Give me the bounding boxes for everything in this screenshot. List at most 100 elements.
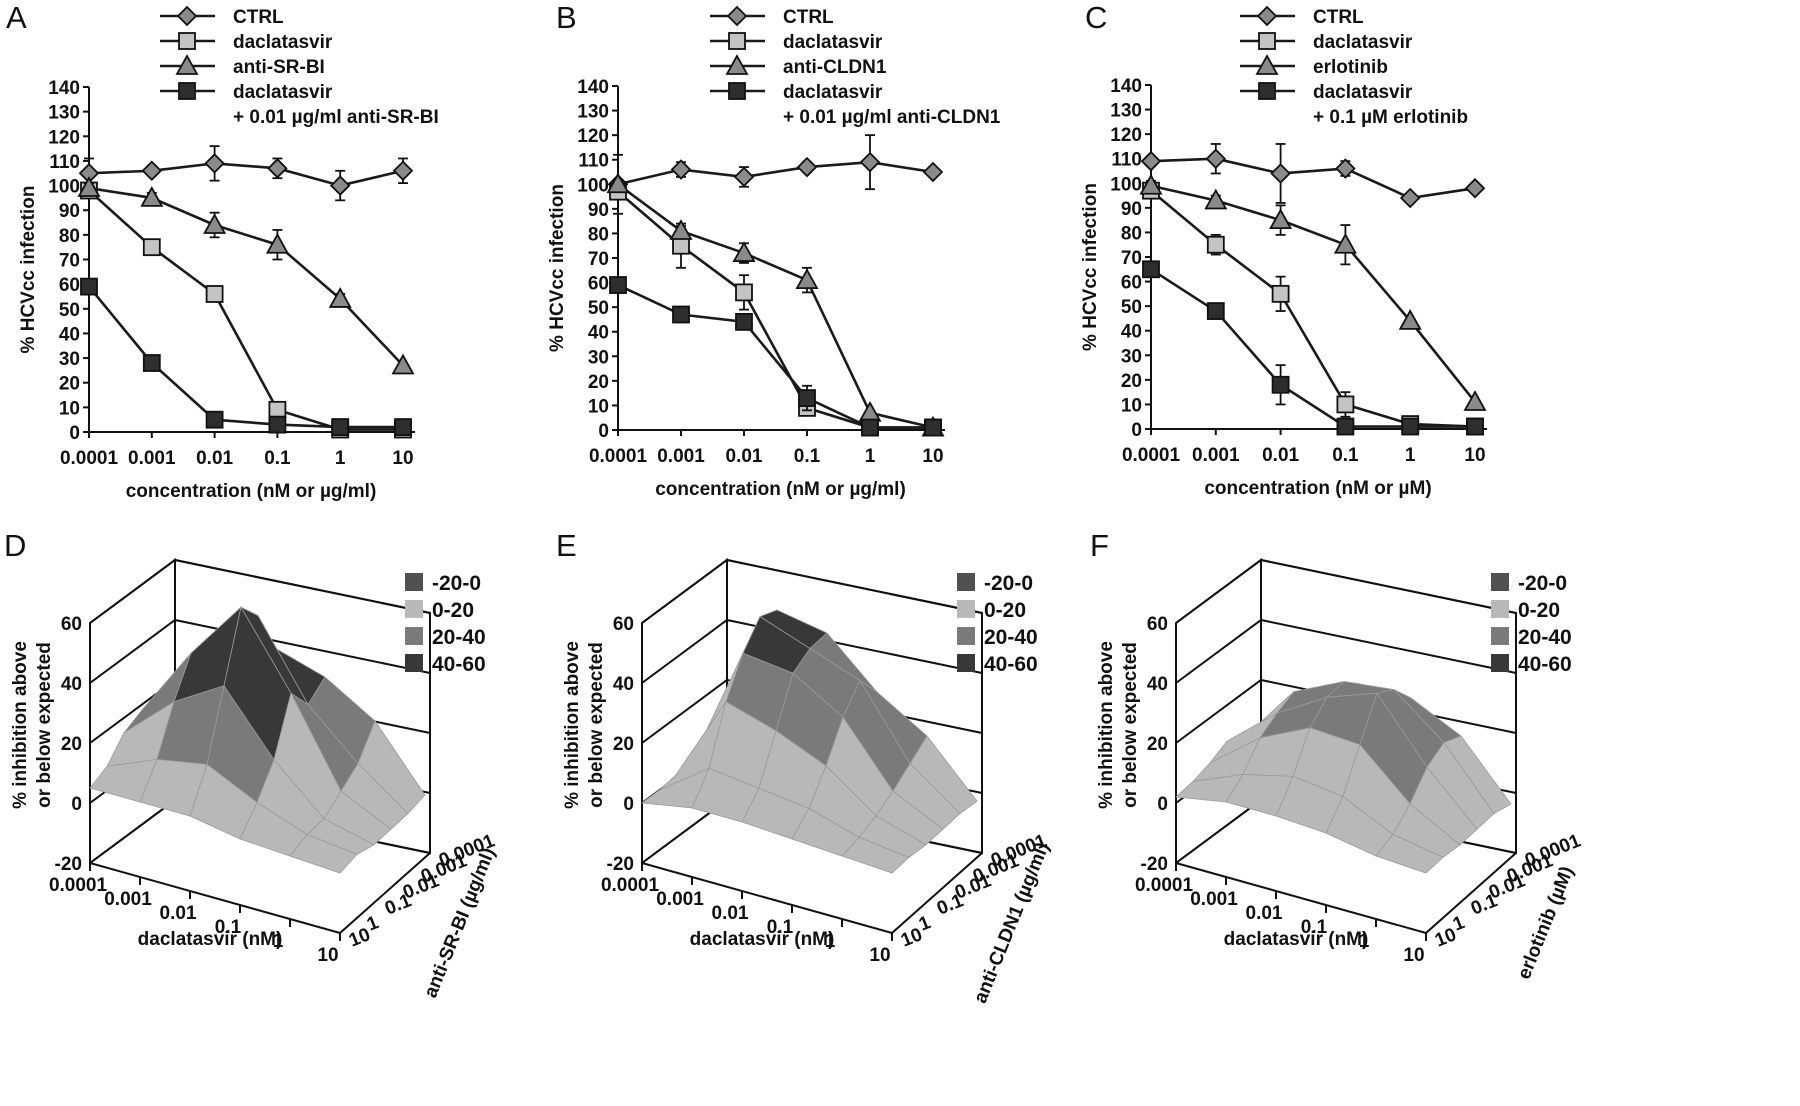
y-tick-label: 60: [588, 274, 609, 295]
series-2: [77, 176, 415, 375]
z-tick-label: -20: [1141, 854, 1168, 875]
legend-label: 40-60: [432, 653, 486, 676]
square-marker: [735, 283, 753, 302]
series-line: [617, 160, 934, 186]
square-marker: [609, 276, 627, 294]
panel-c: C01020304050607080901001101201301400.000…: [1080, 0, 1487, 499]
x-tick-label: 0.0001: [601, 875, 660, 896]
y-tick-label: 40: [588, 323, 609, 344]
square-marker: [1142, 260, 1160, 279]
legend-swatch: [1491, 654, 1509, 672]
square-marker: [394, 418, 412, 436]
x-tick-label: 0.01: [196, 448, 233, 469]
x-tick-label: 0.01: [160, 903, 197, 924]
z-tick-label: 40: [613, 674, 634, 695]
x-axis-label: daclatasvir (nM): [138, 929, 283, 950]
triangle-marker: [203, 213, 227, 234]
legend-label: -20-0: [432, 572, 481, 595]
y-tick-label: 60: [59, 275, 80, 296]
square-marker: [1336, 395, 1355, 414]
x-tick-label: 0.0001: [60, 448, 119, 469]
x-tick-label: 10: [1464, 445, 1485, 466]
legend-swatch: [957, 627, 975, 645]
legend-label: CTRL: [233, 7, 284, 28]
triangle-marker: [606, 172, 630, 194]
y-tick-label: 30: [1121, 346, 1142, 367]
series-1: [80, 181, 412, 439]
legend-label: erlotinib: [1313, 57, 1388, 78]
x-tick-label: 0.1: [215, 917, 242, 938]
x-tick-label: 0.001: [657, 446, 705, 467]
legend-swatch: [957, 600, 975, 618]
legend-label: + 0.01 µg/ml anti-SR-BI: [233, 107, 439, 128]
y-tick-label: 100: [577, 175, 609, 196]
y-tick-label: 0: [1131, 420, 1142, 441]
square-marker: [205, 410, 224, 429]
legend-label: 0-20: [984, 599, 1026, 622]
legend-label: -20-0: [1518, 572, 1567, 595]
y-tick-label: 0: [69, 423, 80, 444]
y-tick-label: 50: [1121, 297, 1142, 318]
triangle-marker: [1398, 309, 1422, 330]
square-marker: [861, 418, 879, 437]
series-2: [1139, 173, 1487, 411]
legend-label: anti-SR-BI: [233, 57, 325, 78]
y-tick-label: 20: [1121, 371, 1142, 392]
triangle-marker: [1269, 208, 1293, 230]
y-axis-label: % HCVcc infection: [18, 186, 39, 354]
triangle-marker: [725, 54, 749, 75]
diamond-marker: [204, 153, 225, 174]
panel-letter: C: [1085, 0, 1107, 35]
legend-swatch: [405, 573, 423, 591]
x-tick-label: 0.01: [712, 903, 749, 924]
legend-label: 20-40: [432, 626, 486, 649]
diamond-marker: [1464, 177, 1486, 199]
z-gridline: [641, 618, 983, 684]
y-tick-label: 130: [577, 102, 609, 123]
y-tick-label: 130: [1110, 101, 1142, 122]
triangle-marker: [1139, 173, 1163, 195]
square-marker: [268, 415, 287, 434]
square-marker: [924, 418, 942, 437]
y-tick-label: 140: [577, 77, 609, 98]
x-tick-label: 0.1: [794, 446, 821, 467]
y-tick-label: 110: [578, 151, 609, 172]
square-marker: [178, 32, 196, 50]
y-tick-label: 90: [588, 200, 609, 221]
z-tick-label: 0: [623, 794, 634, 815]
z-gridline: [89, 558, 431, 624]
x-axis-label: concentration (nM or µg/ml): [126, 481, 377, 502]
legend-swatch: [1491, 600, 1509, 618]
series-3: [80, 277, 412, 436]
diamond-marker: [796, 156, 818, 178]
square-marker: [1206, 302, 1225, 320]
legend-label: 40-60: [984, 653, 1038, 676]
surface: [89, 606, 426, 874]
surface: [640, 609, 978, 874]
x-tick-label: 0.01: [1246, 903, 1283, 924]
x-tick-label: 1: [273, 931, 284, 952]
z-gridline: [89, 618, 431, 684]
y-tick-label: 130: [48, 103, 80, 124]
y-axis-label: % HCVcc infection: [547, 184, 568, 352]
z-axis-label: % inhibition above: [1096, 641, 1117, 809]
series-line: [87, 285, 403, 429]
y-tick-label: 80: [59, 226, 80, 247]
series-line: [617, 190, 933, 429]
x-tick-label: 10: [869, 945, 890, 966]
square-marker: [728, 82, 746, 100]
series-line: [1150, 157, 1476, 200]
square-marker: [205, 285, 224, 303]
legend-label: 40-60: [1518, 653, 1572, 676]
series-0: [78, 145, 414, 202]
series-line: [88, 162, 404, 187]
legend-label: 0-20: [432, 599, 474, 622]
z-tick-label: -20: [607, 854, 634, 875]
square-marker: [1401, 417, 1420, 436]
square-marker: [1271, 375, 1290, 394]
x-tick-label: 0.001: [656, 889, 704, 910]
x-tick-label: 0.1: [1332, 445, 1359, 466]
z-tick-label: 0: [71, 794, 82, 815]
